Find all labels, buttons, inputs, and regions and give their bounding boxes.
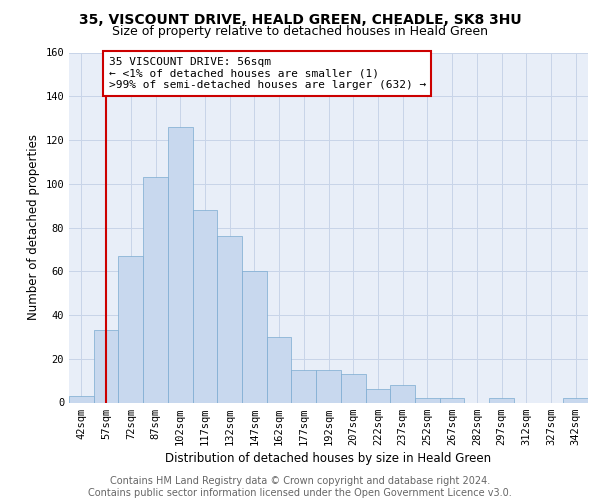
- Bar: [242, 271, 267, 402]
- Bar: [143, 177, 168, 402]
- Bar: [390, 385, 415, 402]
- Text: 35 VISCOUNT DRIVE: 56sqm
← <1% of detached houses are smaller (1)
>99% of semi-d: 35 VISCOUNT DRIVE: 56sqm ← <1% of detach…: [109, 57, 426, 90]
- Text: 35, VISCOUNT DRIVE, HEALD GREEN, CHEADLE, SK8 3HU: 35, VISCOUNT DRIVE, HEALD GREEN, CHEADLE…: [79, 12, 521, 26]
- Bar: [168, 127, 193, 402]
- Bar: [365, 390, 390, 402]
- Bar: [489, 398, 514, 402]
- Bar: [217, 236, 242, 402]
- Bar: [563, 398, 588, 402]
- Y-axis label: Number of detached properties: Number of detached properties: [27, 134, 40, 320]
- Bar: [415, 398, 440, 402]
- Bar: [193, 210, 217, 402]
- X-axis label: Distribution of detached houses by size in Heald Green: Distribution of detached houses by size …: [166, 452, 491, 465]
- Bar: [118, 256, 143, 402]
- Bar: [94, 330, 118, 402]
- Bar: [69, 396, 94, 402]
- Text: Contains HM Land Registry data © Crown copyright and database right 2024.
Contai: Contains HM Land Registry data © Crown c…: [88, 476, 512, 498]
- Bar: [267, 337, 292, 402]
- Bar: [341, 374, 365, 402]
- Text: Size of property relative to detached houses in Heald Green: Size of property relative to detached ho…: [112, 25, 488, 38]
- Bar: [292, 370, 316, 402]
- Bar: [316, 370, 341, 402]
- Bar: [440, 398, 464, 402]
